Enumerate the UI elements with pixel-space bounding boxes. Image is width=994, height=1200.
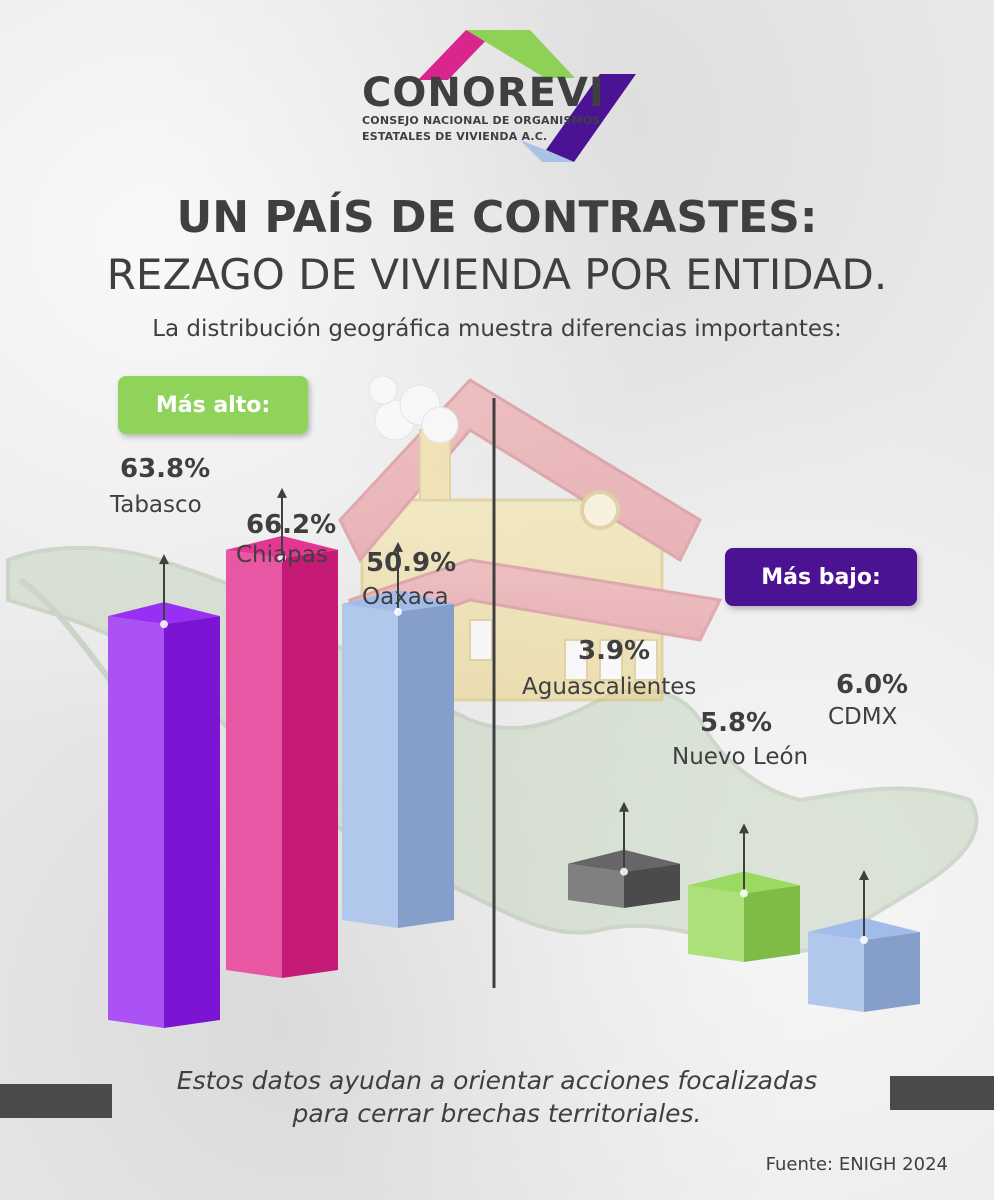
bar-highlight: [394, 607, 402, 616]
bar-chiapas: [226, 487, 338, 978]
bar-value-label: 66.2%: [246, 510, 337, 540]
bar-highlight: [740, 889, 748, 898]
bar-state-label: CDMX: [828, 704, 898, 730]
bar-highlight: [160, 620, 168, 629]
brand-name: CONOREVI: [362, 70, 605, 116]
bar-highlight: [860, 936, 868, 944]
bar-tabasco: [108, 554, 220, 1028]
bar-state-label: Aguascalientes: [522, 674, 697, 700]
footer-line2: para cerrar brechas territoriales.: [292, 1099, 702, 1128]
bar-face-right: [744, 885, 800, 962]
bar-leader-arrow: [277, 487, 287, 498]
group-label-high: Más alto:: [118, 376, 308, 434]
bar-aguascalientes: [568, 801, 680, 908]
footer-deco-right: [890, 1076, 994, 1110]
bar-value-label: 63.8%: [120, 454, 211, 484]
bar-leader-arrow: [859, 870, 869, 880]
bar-value-label: 6.0%: [836, 670, 909, 700]
page-subtitle: REZAGO DE VIVIENDA POR ENTIDAD.: [106, 250, 888, 299]
footer-line1: Estos datos ayudan a orientar acciones f…: [176, 1066, 818, 1095]
bar-leader-arrow: [619, 801, 629, 812]
bars-layer: [108, 487, 920, 1028]
bar-oaxaca: [342, 541, 454, 928]
footer-message: Estos datos ayudan a orientar acciones f…: [0, 1064, 994, 1130]
bar-face-left: [342, 603, 398, 928]
bar-value-label: 50.9%: [366, 548, 457, 578]
bar-face-right: [624, 863, 680, 908]
bar-face-right: [164, 616, 220, 1028]
source-note: Fuente: ENIGH 2024: [765, 1154, 948, 1175]
bar-leader-arrow: [159, 554, 169, 565]
page-title: UN PAÍS DE CONTRASTES:: [176, 192, 818, 243]
bar-state-label: Nuevo León: [672, 744, 809, 770]
bar-face-right: [282, 549, 338, 978]
bar-state-label: Tabasco: [110, 492, 202, 518]
bar-highlight: [620, 867, 628, 876]
bar-state-label: Chiapas: [236, 542, 328, 568]
bar-face-left: [108, 616, 164, 1028]
bar-highlight: [278, 553, 286, 562]
bar-face-right: [864, 932, 920, 1012]
bar-face-right: [398, 603, 454, 928]
house-illustration: [338, 375, 723, 702]
bar-leader-arrow: [393, 541, 403, 552]
bar-cdmx: [808, 870, 920, 1012]
conorevi-logo-mark: [418, 30, 636, 162]
bar-face-left: [226, 549, 282, 978]
bar-face-left: [688, 885, 744, 962]
brand-line2: ESTATALES DE VIVIENDA A.C.: [362, 130, 548, 143]
brand-line1: CONSEJO NACIONAL DE ORGANISMOS: [362, 114, 601, 127]
bar-face-left: [808, 932, 864, 1012]
intro-text: La distribución geográfica muestra difer…: [152, 316, 842, 342]
group-label-low: Más bajo:: [725, 548, 917, 606]
bar-leader-arrow: [739, 823, 749, 834]
bar-face-left: [568, 863, 624, 908]
bar-value-label: 5.8%: [700, 708, 773, 738]
bar-nuevo-león: [688, 823, 800, 962]
bar-value-label: 3.9%: [578, 636, 651, 666]
bar-state-label: Oaxaca: [362, 584, 449, 610]
footer-deco-left: [0, 1084, 112, 1118]
